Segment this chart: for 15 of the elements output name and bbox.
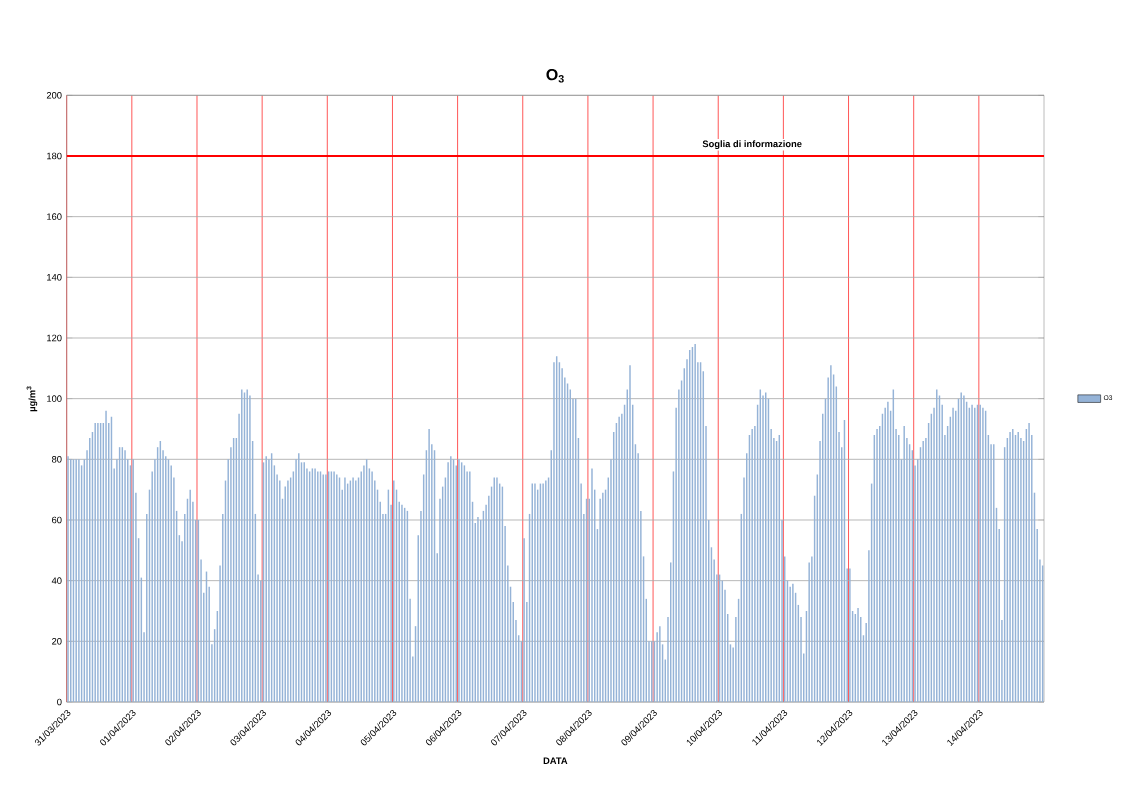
y-tick-label: 0 [57, 698, 62, 706]
y-tick-label: 60 [52, 516, 62, 524]
y-tick-label: 80 [51, 456, 62, 463]
chart-title: O$_{3}$ [546, 68, 564, 83]
y-tick-label: 200 [46, 92, 62, 99]
ref-line-label: Soglia di informazione [702, 140, 802, 150]
y-tick-label: 100 [47, 395, 62, 402]
y-tick-label: 20 [52, 638, 62, 645]
y-tick-label: 160 [47, 213, 62, 220]
y-tick-label: 180 [47, 152, 62, 160]
y-axis-title: µg/m$^{3}$ [26, 386, 38, 412]
x-axis-title: DATA [543, 757, 568, 764]
y-tick-label: 40 [51, 577, 62, 584]
y-tick-label: 120 [47, 334, 62, 342]
y-tick-label: 140 [47, 274, 62, 281]
